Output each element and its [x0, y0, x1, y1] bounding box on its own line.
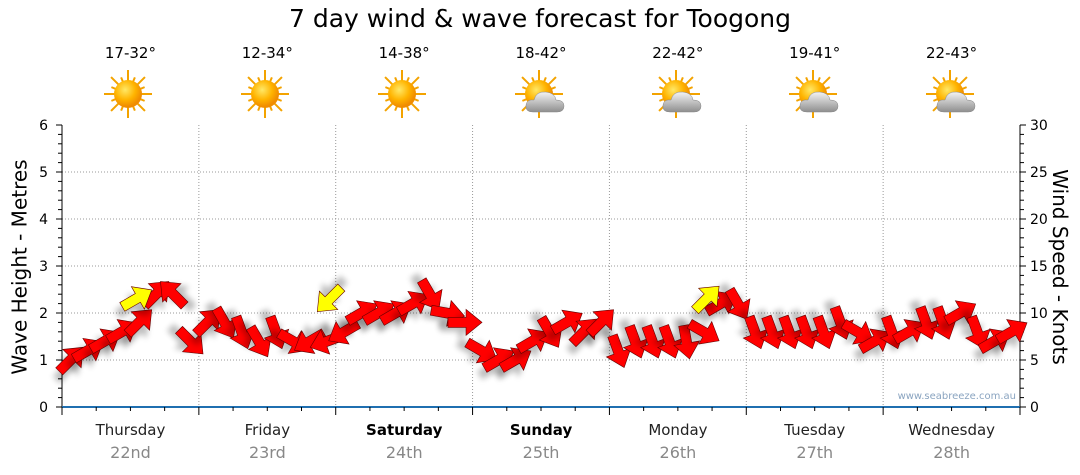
day-temperature: 12-34° [241, 44, 293, 62]
wave-arrow [688, 285, 720, 323]
y2-tick-label: 5 [1030, 353, 1039, 369]
day-label: Friday [244, 421, 291, 439]
date-label: 22nd [110, 443, 151, 462]
wind-arrow [455, 337, 498, 364]
partly-cloudy-icon [651, 70, 702, 118]
wind-arrow [440, 308, 483, 340]
wind-arrow [583, 309, 614, 346]
day-label: Monday [648, 421, 708, 439]
chart-title: 7 day wind & wave forecast for Toogong [288, 4, 792, 33]
wave-arrow [316, 275, 348, 312]
partly-cloudy-icon [515, 70, 565, 118]
y-tick-label: 6 [39, 118, 48, 134]
day-temperature: 19-41° [789, 44, 841, 62]
wind-arrow [668, 317, 701, 360]
day-label: Tuesday [784, 421, 846, 439]
date-label: 25th [522, 443, 560, 462]
wind-arrow [410, 272, 443, 311]
y-tick-label: 1 [39, 353, 48, 369]
sun-icon [104, 70, 153, 118]
y-tick-label: 4 [39, 212, 48, 228]
y2-tick-label: 25 [1030, 165, 1048, 181]
wind-arrow [959, 308, 991, 350]
wind-arrow [238, 319, 272, 358]
wind-arrow [651, 318, 683, 359]
wave-arrow [114, 286, 153, 319]
partly-cloudy-icon [788, 70, 838, 118]
partly-cloudy-icon [925, 70, 975, 118]
wind-arrow [545, 309, 583, 343]
y2-tick-label: 20 [1030, 212, 1048, 228]
day-label: Saturday [366, 421, 443, 439]
date-label: 27th [796, 443, 834, 462]
watermark: www.seabreeze.com.au [897, 391, 1016, 402]
day-temperature: 14-38° [378, 44, 430, 62]
day-label: Sunday [509, 421, 573, 439]
day-temperature: 18-42° [515, 44, 567, 62]
day-temperature: 22-43° [926, 44, 978, 62]
sun-icon [241, 70, 290, 118]
y-tick-label: 3 [39, 259, 48, 275]
day-temperature: 17-32° [104, 44, 156, 62]
y2-tick-label: 10 [1030, 306, 1048, 322]
y2-tick-label: 15 [1030, 259, 1048, 275]
y-tick-label: 0 [39, 400, 48, 416]
y-tick-label: 2 [39, 306, 48, 322]
y2-axis-title: Wind Speed - Knots [1047, 169, 1072, 365]
y2-tick-label: 0 [1030, 400, 1039, 416]
wind-arrow [990, 319, 1028, 352]
wind-arrow [678, 318, 720, 345]
wind-arrow [805, 308, 837, 350]
y-tick-label: 5 [39, 165, 48, 181]
wind-arrow [599, 327, 632, 368]
date-label: 28th [933, 443, 971, 462]
y2-tick-label: 30 [1030, 118, 1048, 134]
sun-icon [378, 70, 427, 118]
wind-arrow [832, 318, 874, 345]
date-label: 23rd [248, 443, 286, 462]
day-label: Thursday [95, 421, 166, 439]
date-label: 24th [385, 443, 423, 462]
y-axis-title: Wave Height - Metres [7, 159, 32, 375]
date-label: 26th [659, 443, 697, 462]
wind-arrow [160, 281, 197, 312]
day-temperature: 22-42° [652, 44, 704, 62]
day-label: Wednesday [908, 421, 996, 439]
